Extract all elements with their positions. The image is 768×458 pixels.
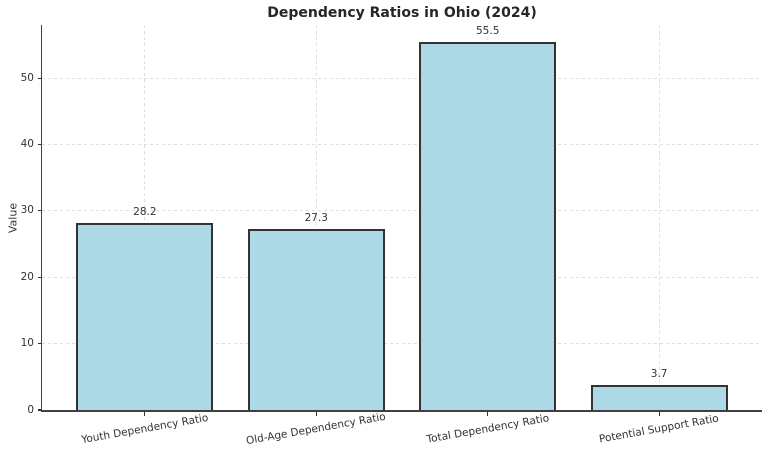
x-tick-label: Old-Age Dependency Ratio bbox=[245, 410, 387, 448]
x-axis-spine bbox=[40, 410, 762, 412]
y-tick-mark bbox=[37, 143, 42, 146]
h-gridline bbox=[42, 143, 762, 145]
y-tick-mark bbox=[37, 343, 42, 345]
x-tick-mark bbox=[658, 411, 660, 416]
h-gridline bbox=[42, 276, 762, 278]
y-tick-label: 30 bbox=[20, 204, 34, 217]
x-tick-label: Youth Dependency Ratio bbox=[80, 411, 210, 447]
h-gridline bbox=[42, 343, 762, 345]
x-tick-label: Total Dependency Ratio bbox=[425, 412, 550, 446]
y-tick-label: 20 bbox=[20, 270, 34, 283]
y-tick-label: 10 bbox=[20, 337, 34, 350]
bar-total-dependency-ratio bbox=[419, 41, 557, 410]
bar-value-label: 28.2 bbox=[133, 205, 157, 218]
x-tick-mark bbox=[144, 411, 146, 416]
x-tick-label: Potential Support Ratio bbox=[598, 412, 720, 446]
h-gridline bbox=[42, 77, 762, 79]
x-tick-mark bbox=[487, 411, 489, 416]
y-axis-spine bbox=[40, 25, 42, 412]
y-tick-label: 50 bbox=[20, 71, 34, 84]
y-tick-mark bbox=[37, 276, 42, 278]
bar-youth-dependency-ratio bbox=[76, 222, 214, 410]
y-tick-mark bbox=[37, 409, 42, 411]
bar-value-label: 3.7 bbox=[650, 368, 668, 381]
v-gridline bbox=[658, 25, 660, 410]
bar-value-label: 27.3 bbox=[304, 211, 328, 224]
v-gridline bbox=[144, 25, 146, 410]
bar-old-age-dependency-ratio bbox=[247, 228, 385, 410]
y-tick-mark bbox=[37, 77, 42, 79]
y-tick-label: 0 bbox=[27, 403, 34, 416]
bar-value-label: 55.5 bbox=[476, 24, 500, 37]
bar-potential-support-ratio bbox=[590, 385, 728, 410]
y-tick-mark bbox=[37, 210, 42, 212]
v-gridline bbox=[315, 25, 317, 410]
x-tick-mark bbox=[315, 411, 317, 416]
chart-title: Dependency Ratios in Ohio (2024) bbox=[267, 5, 537, 21]
h-gridline bbox=[42, 210, 762, 212]
y-tick-label: 40 bbox=[20, 137, 34, 150]
